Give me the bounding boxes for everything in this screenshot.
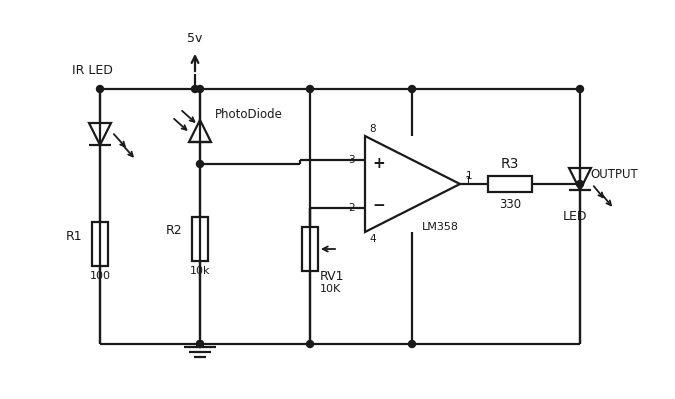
Text: 10K: 10K — [320, 284, 342, 294]
Circle shape — [196, 340, 203, 348]
Text: RV1: RV1 — [320, 271, 344, 284]
Text: 8: 8 — [370, 124, 377, 134]
Text: 1: 1 — [466, 171, 472, 181]
Bar — [488, 176, 532, 192]
Text: −: − — [373, 198, 385, 213]
Circle shape — [576, 85, 583, 93]
Text: R3: R3 — [501, 157, 519, 171]
Text: LM358: LM358 — [421, 222, 458, 232]
Text: 2: 2 — [348, 203, 355, 213]
Text: +: + — [373, 156, 385, 170]
Text: 4: 4 — [370, 234, 377, 244]
Text: 3: 3 — [348, 155, 355, 165]
Text: R2: R2 — [165, 225, 182, 237]
Circle shape — [196, 85, 203, 93]
Text: 10k: 10k — [190, 266, 210, 276]
Text: 330: 330 — [499, 198, 521, 211]
Circle shape — [408, 85, 416, 93]
Text: 5v: 5v — [187, 32, 202, 45]
Bar — [192, 217, 208, 261]
Text: OUTPUT: OUTPUT — [590, 168, 638, 180]
Bar — [92, 222, 108, 266]
Bar — [302, 227, 318, 271]
Text: PhotoDiode: PhotoDiode — [215, 109, 283, 122]
Text: LED: LED — [563, 211, 587, 223]
Text: R1: R1 — [65, 229, 82, 243]
Circle shape — [97, 85, 103, 93]
Text: IR LED: IR LED — [72, 65, 113, 77]
Circle shape — [576, 180, 583, 188]
Circle shape — [196, 340, 203, 348]
Text: 1: 1 — [465, 176, 472, 186]
Text: 100: 100 — [90, 271, 111, 281]
Circle shape — [196, 160, 203, 168]
Circle shape — [306, 340, 313, 348]
Circle shape — [306, 85, 313, 93]
Circle shape — [192, 85, 198, 93]
Circle shape — [408, 340, 416, 348]
